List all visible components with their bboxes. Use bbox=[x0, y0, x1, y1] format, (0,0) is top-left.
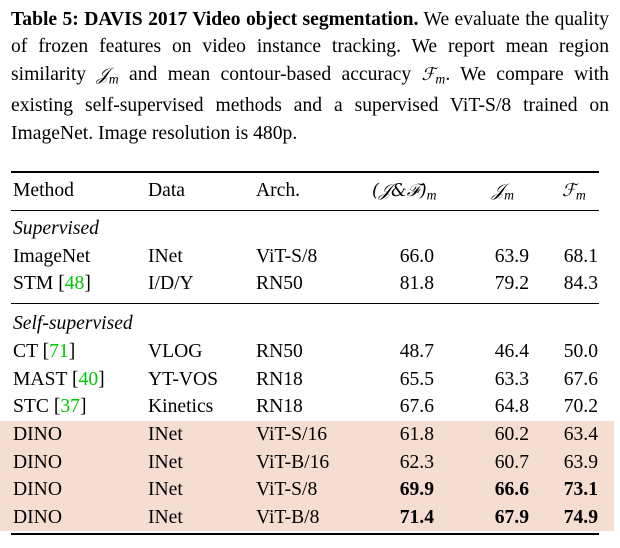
header-jf: (𝒥&ℱ)m bbox=[372, 181, 437, 203]
table-header-row: Method Data Arch. (𝒥&ℱ)m 𝒥m ℱm bbox=[0, 177, 620, 205]
cell-arch: ViT-S/8 bbox=[256, 479, 318, 500]
caption-text-2: and mean contour-based accuracy bbox=[129, 63, 412, 85]
table-bottom-rule bbox=[11, 533, 599, 535]
cell-method: STM [48] bbox=[13, 273, 91, 294]
cell-jf: 66.0 bbox=[399, 246, 434, 267]
cell-jf: 62.3 bbox=[399, 451, 434, 473]
table-top-rule bbox=[11, 171, 599, 173]
cell-arch: RN18 bbox=[256, 368, 303, 390]
section-supervised: Supervised bbox=[13, 218, 99, 239]
table-row-highlighted: DINO INet ViT-S/8 69.9 66.6 73.1 bbox=[0, 476, 614, 504]
cell-f: 84.3 bbox=[563, 273, 598, 294]
citation-link[interactable]: 40 bbox=[78, 368, 99, 390]
cell-arch: RN18 bbox=[256, 396, 303, 417]
cell-method: ImageNet bbox=[13, 246, 91, 267]
cell-j: 60.7 bbox=[494, 451, 529, 473]
citation-link[interactable]: 48 bbox=[64, 273, 85, 294]
cell-f: 70.2 bbox=[563, 396, 598, 417]
cell-data: INet bbox=[148, 506, 183, 528]
cell-jf: 48.7 bbox=[399, 341, 434, 362]
cell-j-best: 66.6 bbox=[494, 479, 529, 500]
table-row: ImageNet INet ViT-S/8 66.0 63.9 68.1 bbox=[0, 243, 620, 271]
table-row-highlighted: DINO INet ViT-B/8 71.4 67.9 74.9 bbox=[0, 503, 614, 531]
cell-arch: ViT-B/8 bbox=[256, 506, 320, 528]
table-row: STC [37] Kinetics RN18 67.6 64.8 70.2 bbox=[0, 393, 620, 421]
caption-label: Table 5: bbox=[11, 9, 79, 30]
cell-data: VLOG bbox=[148, 341, 203, 362]
cell-arch: ViT-S/16 bbox=[256, 424, 328, 445]
cell-data: INet bbox=[148, 246, 183, 267]
cell-f: 63.4 bbox=[563, 424, 598, 445]
cell-data: INet bbox=[148, 424, 183, 445]
caption-text-1: We evaluate the quality of frozen featur… bbox=[11, 9, 609, 85]
cell-j: 46.4 bbox=[494, 341, 529, 362]
cell-j: 79.2 bbox=[494, 273, 529, 294]
header-method: Method bbox=[13, 180, 74, 201]
caption-text-3: . We compare with existing self-supervis… bbox=[11, 63, 609, 144]
symbol-j-m: 𝒥m bbox=[96, 64, 119, 87]
cell-jf: 67.6 bbox=[399, 396, 434, 417]
cell-f: 50.0 bbox=[563, 341, 598, 362]
section-self-supervised: Self-supervised bbox=[13, 313, 133, 334]
header-f: ℱm bbox=[562, 181, 586, 203]
cell-method: DINO bbox=[13, 506, 62, 528]
header-j: 𝒥m bbox=[492, 181, 515, 203]
cell-data: YT-VOS bbox=[148, 368, 219, 390]
cell-method: DINO bbox=[13, 451, 62, 473]
cell-j: 64.8 bbox=[494, 396, 529, 417]
cell-data: Kinetics bbox=[148, 396, 214, 417]
cell-method: STC [37] bbox=[13, 396, 87, 417]
table-row-highlighted: DINO INet ViT-B/16 62.3 60.7 63.9 bbox=[0, 448, 614, 476]
table-header-rule bbox=[11, 210, 599, 211]
header-arch: Arch. bbox=[256, 180, 301, 201]
cell-j-best: 67.9 bbox=[494, 506, 529, 528]
cell-jf-best: 71.4 bbox=[399, 506, 434, 528]
cell-j: 60.2 bbox=[494, 424, 529, 445]
caption-title: DAVIS 2017 Video object segmentation. bbox=[84, 9, 419, 30]
table-row: STM [48] I/D/Y RN50 81.8 79.2 84.3 bbox=[0, 270, 620, 298]
cell-f-best: 73.1 bbox=[563, 479, 598, 500]
cell-f-best: 74.9 bbox=[563, 506, 598, 528]
cell-method: DINO bbox=[13, 424, 62, 445]
cell-f: 63.9 bbox=[563, 451, 598, 473]
cell-arch: ViT-S/8 bbox=[256, 246, 318, 267]
table-section-rule bbox=[11, 303, 599, 304]
cell-arch: RN50 bbox=[256, 341, 303, 362]
cell-data: INet bbox=[148, 479, 183, 500]
cell-j: 63.3 bbox=[494, 368, 529, 390]
cell-data: INet bbox=[148, 451, 183, 473]
symbol-f-m: ℱm bbox=[421, 64, 446, 87]
table-row: CT [71] VLOG RN50 48.7 46.4 50.0 bbox=[0, 338, 620, 366]
header-data: Data bbox=[148, 180, 185, 201]
citation-link[interactable]: 71 bbox=[49, 341, 69, 362]
cell-j: 63.9 bbox=[494, 246, 529, 267]
cell-jf-best: 69.9 bbox=[399, 479, 434, 500]
cell-method: MAST [40] bbox=[13, 368, 105, 390]
table-row: MAST [40] YT-VOS RN18 65.5 63.3 67.6 bbox=[0, 366, 620, 394]
citation-link[interactable]: 37 bbox=[60, 396, 80, 417]
cell-f: 67.6 bbox=[563, 368, 598, 390]
cell-arch: ViT-B/16 bbox=[256, 451, 330, 473]
cell-method: CT [71] bbox=[13, 341, 76, 362]
cell-jf: 65.5 bbox=[399, 368, 434, 390]
cell-arch: RN50 bbox=[256, 273, 303, 294]
cell-f: 68.1 bbox=[563, 246, 598, 267]
cell-jf: 61.8 bbox=[399, 424, 434, 445]
cell-jf: 81.8 bbox=[399, 273, 434, 294]
cell-method: DINO bbox=[13, 479, 62, 500]
table-caption: Table 5: DAVIS 2017 Video object segment… bbox=[11, 6, 609, 147]
cell-data: I/D/Y bbox=[148, 273, 194, 294]
table-row-highlighted: DINO INet ViT-S/16 61.8 60.2 63.4 bbox=[0, 421, 614, 449]
